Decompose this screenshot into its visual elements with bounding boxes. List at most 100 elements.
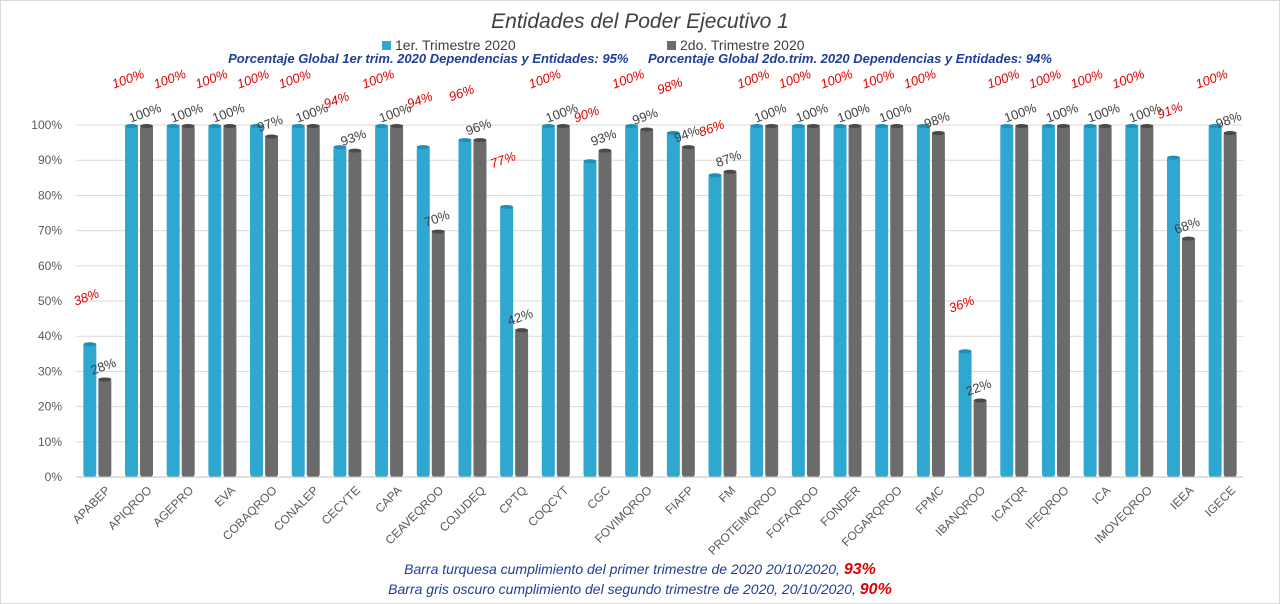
footer-line-1-value: 93% bbox=[843, 561, 876, 578]
bar-q2 bbox=[640, 128, 654, 477]
bar-q1 bbox=[291, 125, 305, 477]
legend-item-q1: 1er. Trimestre 2020 bbox=[382, 37, 516, 53]
bar-cap-q2 bbox=[765, 124, 779, 128]
data-label-q2: 96% bbox=[464, 115, 494, 138]
y-tick-label: 50% bbox=[38, 294, 62, 308]
bar-cap-q2 bbox=[1223, 131, 1237, 136]
data-label-q1: 86% bbox=[697, 117, 727, 140]
y-tick-label: 90% bbox=[38, 153, 62, 167]
data-label-q1: 94% bbox=[405, 88, 435, 111]
data-label-q1: 100% bbox=[110, 66, 146, 91]
bar-cap-q1 bbox=[83, 342, 97, 347]
x-tick-label: APIQROO bbox=[105, 483, 155, 533]
bar-cap-q1 bbox=[500, 204, 514, 209]
data-label-q2: 100% bbox=[835, 100, 872, 126]
x-tick-label: FPMC bbox=[913, 483, 947, 517]
bar-cap-q1 bbox=[250, 124, 264, 128]
data-label-q1: 100% bbox=[1110, 66, 1146, 91]
bar-cap-q1 bbox=[375, 124, 389, 128]
bar-q2 bbox=[1015, 125, 1029, 477]
bar-cap-q1 bbox=[708, 173, 722, 178]
bar-cap-q2 bbox=[265, 134, 279, 139]
data-label-q1: 100% bbox=[235, 66, 271, 91]
bar-q1 bbox=[1208, 125, 1222, 477]
bar-cap-q1 bbox=[125, 124, 139, 128]
bar-cap-q1 bbox=[541, 124, 555, 128]
footer-line-2-value: 90% bbox=[859, 581, 892, 598]
bar-q2 bbox=[98, 378, 112, 477]
x-tick-label: CGC bbox=[584, 483, 613, 512]
data-label-q1: 100% bbox=[777, 66, 813, 91]
x-tick-label: IGECE bbox=[1202, 483, 1238, 519]
data-label-q2: 100% bbox=[1044, 100, 1081, 126]
bar-cap-q2 bbox=[848, 124, 862, 128]
bar-cap-q1 bbox=[833, 124, 847, 128]
chart-title: Entidades del Poder Ejecutivo 1 bbox=[491, 10, 789, 33]
bar-cap-q2 bbox=[223, 124, 237, 128]
bar-q2 bbox=[181, 125, 195, 477]
footer-line-2: Barra gris oscuro cumplimiento del segun… bbox=[0, 581, 1280, 599]
bar-q2 bbox=[848, 125, 862, 477]
data-label-q1: 100% bbox=[735, 66, 771, 91]
bar-cap-q2 bbox=[973, 398, 987, 403]
bar-q2 bbox=[265, 135, 279, 477]
data-label-q1: 100% bbox=[1068, 66, 1104, 91]
x-tick-label: APABEP bbox=[70, 483, 113, 526]
bar-q1 bbox=[125, 125, 139, 477]
y-tick-label: 20% bbox=[38, 400, 62, 414]
bar-q2 bbox=[390, 125, 404, 477]
y-tick-label: 0% bbox=[45, 470, 63, 484]
bar-q1 bbox=[958, 350, 972, 477]
bar-q1 bbox=[1000, 125, 1014, 477]
bar-q1 bbox=[250, 125, 264, 477]
y-tick-label: 80% bbox=[38, 188, 62, 202]
data-label-q2: 97% bbox=[255, 112, 285, 135]
bar-q2 bbox=[306, 125, 320, 477]
x-tick-label: IEEA bbox=[1167, 483, 1196, 512]
bar-q1 bbox=[875, 125, 889, 477]
bar-cap-q2 bbox=[515, 328, 529, 333]
data-label-q2: 98% bbox=[1214, 108, 1244, 131]
data-label-q1: 96% bbox=[447, 81, 477, 104]
bar-cap-q2 bbox=[98, 377, 112, 382]
legend-item-q2: 2do. Trimestre 2020 bbox=[667, 37, 805, 53]
bar-cap-q1 bbox=[916, 124, 930, 128]
bar-q1 bbox=[1166, 156, 1180, 477]
bar-cap-q1 bbox=[1208, 124, 1222, 128]
data-label-q1: 100% bbox=[360, 66, 396, 91]
bar-cap-q2 bbox=[681, 145, 695, 150]
data-label-q1: 100% bbox=[527, 66, 563, 91]
x-tick-label: EVA bbox=[212, 483, 238, 509]
bar-cap-q2 bbox=[806, 124, 820, 128]
bar-q2 bbox=[473, 139, 487, 477]
bar-q2 bbox=[431, 230, 445, 477]
legend-label-q1: 1er. Trimestre 2020 bbox=[395, 37, 516, 53]
bar-cap-q2 bbox=[556, 124, 570, 128]
bar-q2 bbox=[931, 132, 945, 478]
data-label-q2: 100% bbox=[752, 100, 789, 126]
footer-line-1-text: Barra turquesa cumplimiento del primer t… bbox=[404, 561, 840, 577]
data-label-q2: 99% bbox=[630, 105, 660, 128]
x-tick-label: ICA bbox=[1089, 483, 1113, 507]
data-label-q2: 100% bbox=[210, 100, 247, 126]
data-label-q2: 100% bbox=[1085, 100, 1122, 126]
legend-swatch-q2 bbox=[667, 40, 676, 50]
footer-line-2-text: Barra gris oscuro cumplimiento del segun… bbox=[388, 581, 856, 597]
data-label-q2: 100% bbox=[168, 100, 205, 126]
bar-q2 bbox=[556, 125, 570, 477]
bar-q2 bbox=[515, 329, 529, 477]
data-label-q1: 100% bbox=[193, 66, 229, 91]
bar-cap-q1 bbox=[1000, 124, 1014, 128]
x-tick-label: COQCYT bbox=[525, 483, 572, 530]
data-label-q1: 100% bbox=[151, 66, 187, 91]
data-label-q2: 93% bbox=[339, 126, 369, 149]
bar-q2 bbox=[723, 170, 737, 477]
subtitle-q1: Porcentaje Global 1er trim. 2020 Depende… bbox=[228, 51, 629, 66]
bar-q2 bbox=[1223, 132, 1237, 478]
bar-q2 bbox=[681, 146, 695, 477]
y-tick-label: 40% bbox=[38, 329, 62, 343]
y-tick-label: 60% bbox=[38, 259, 62, 273]
data-label-q1: 100% bbox=[610, 66, 646, 91]
bar-cap-q2 bbox=[890, 124, 904, 128]
legend-label-q2: 2do. Trimestre 2020 bbox=[680, 37, 805, 53]
